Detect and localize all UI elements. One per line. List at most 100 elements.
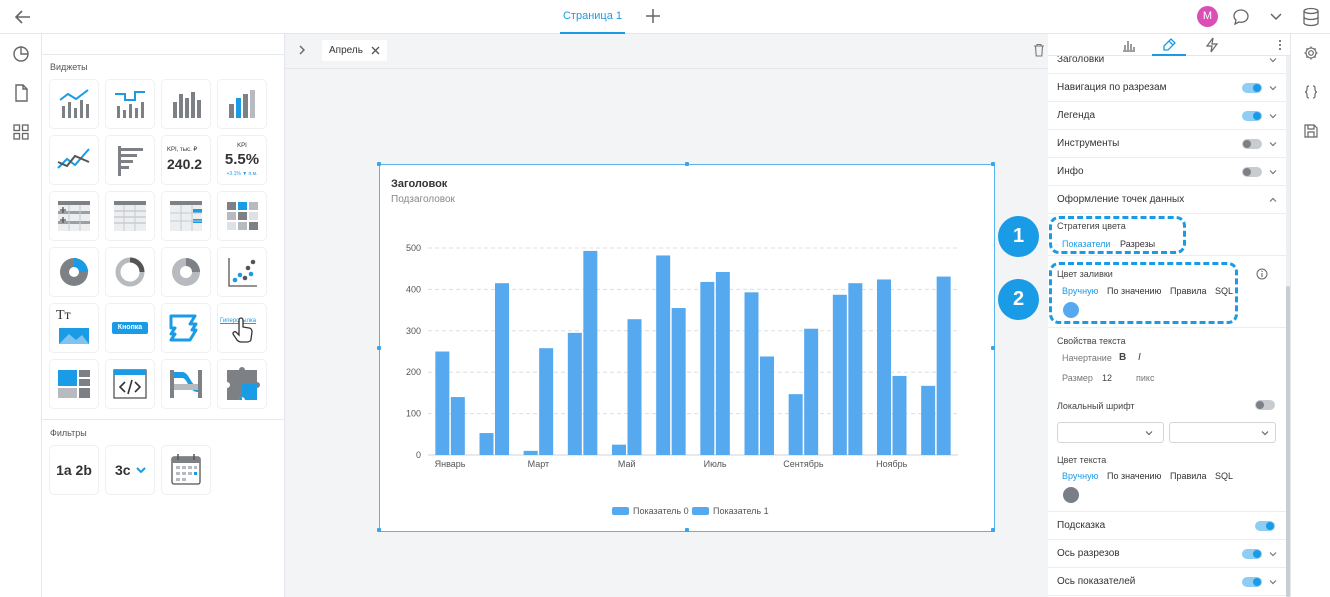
filter-tile-calendar[interactable] [162,446,210,494]
resize-handle[interactable] [377,162,381,166]
chevron-down-icon[interactable] [1268,577,1278,587]
settings-toggle[interactable] [1242,549,1262,559]
resize-handle[interactable] [377,346,381,350]
gear-icon[interactable] [1303,45,1319,61]
widget-kpi[interactable]: KPI, тыс. ₽ 240.2 [162,136,210,184]
filter-tile-list[interactable]: 1a 2b [50,446,98,494]
widget-kpi-delta[interactable]: KPI 5.5% +3.1% ▼ п.м. [218,136,266,184]
fill-option-by-value[interactable]: По значению [1107,286,1162,296]
resize-handle[interactable] [377,528,381,532]
settings-row[interactable]: Ось разрезов [1048,540,1286,568]
widget-text-image[interactable]: Тт [50,304,98,352]
widget-button[interactable]: Кнопка [106,304,154,352]
chevron-down-icon[interactable] [1268,9,1284,25]
strategy-option-metrics[interactable]: Показатели [1062,239,1111,249]
tab-page-1[interactable]: Страница 1 [560,0,625,34]
text-color-swatch[interactable] [1063,487,1079,503]
chevron-down-icon[interactable] [1268,83,1278,93]
chat-icon[interactable] [1232,8,1250,26]
widget-puzzle[interactable] [218,360,266,408]
fill-color-swatch[interactable] [1063,302,1079,318]
widget-pivot-table[interactable] [162,192,210,240]
scrollbar[interactable] [1286,56,1290,597]
widget-line-chart[interactable] [50,80,98,128]
document-icon[interactable] [11,83,31,103]
avatar[interactable]: M [1197,6,1218,27]
chevron-up-icon[interactable] [1268,195,1278,205]
widget-logo[interactable] [162,304,210,352]
widget-multi-line[interactable] [50,136,98,184]
trash-icon[interactable] [1033,43,1045,57]
grid-icon[interactable] [11,122,31,142]
fill-option-manual[interactable]: Вручную [1062,286,1099,296]
settings-row[interactable]: Инструменты [1048,130,1286,158]
italic-button[interactable]: I [1138,352,1141,363]
settings-toggle[interactable] [1242,577,1262,587]
scrollbar-thumb[interactable] [1286,286,1290,597]
tab-april[interactable]: Апрель [322,40,387,61]
close-icon[interactable] [370,45,381,56]
settings-row[interactable]: Ось показателей [1048,568,1286,596]
widget-hyperlink[interactable]: Гиперссылка [218,304,266,352]
brush-tab-icon[interactable] [1161,37,1177,53]
fill-option-rules[interactable]: Правила [1170,286,1207,296]
database-icon[interactable] [1302,7,1320,27]
text-color-option-rules[interactable]: Правила [1170,471,1207,481]
settings-row[interactable]: Инфо [1048,158,1286,186]
font-family-select[interactable] [1057,422,1164,443]
settings-row[interactable]: Подсказка [1048,512,1286,540]
settings-toggle[interactable] [1242,167,1262,177]
chevron-down-icon[interactable] [1268,549,1278,559]
settings-row[interactable]: Заголовки [1048,56,1286,74]
size-input[interactable]: 12 [1102,373,1113,383]
bar-chart-tab-icon[interactable] [1121,37,1137,53]
settings-toggle[interactable] [1255,521,1275,531]
widget-table-plain[interactable] [106,192,154,240]
filter-tile-dropdown[interactable]: 3c [106,446,154,494]
fill-option-sql[interactable]: SQL [1215,286,1234,296]
font-weight-select[interactable] [1169,422,1276,443]
widget-bar-chart[interactable] [162,80,210,128]
resize-handle[interactable] [685,528,689,532]
widget-horizontal-bar[interactable] [106,136,154,184]
info-icon[interactable] [1256,268,1268,280]
widget-code[interactable] [106,360,154,408]
settings-toggle[interactable] [1242,139,1262,149]
chevron-right-icon[interactable] [295,43,309,57]
settings-row[interactable]: Легенда [1048,102,1286,130]
chevron-down-icon[interactable] [1268,167,1278,177]
widget-gauge[interactable] [162,248,210,296]
more-vertical-icon[interactable] [1278,39,1282,51]
chart-widget[interactable]: 0 100 200 300 400 500 Январь Март Май Июль Сентябр… [377,162,995,532]
widget-column-chart[interactable] [218,80,266,128]
settings-row[interactable]: Оформление точек данных [1048,186,1286,214]
back-arrow-icon[interactable] [12,6,34,28]
widget-donut[interactable] [106,248,154,296]
chevron-down-icon[interactable] [1268,111,1278,121]
settings-row[interactable]: Навигация по разрезам [1048,74,1286,102]
widget-scatter[interactable] [218,248,266,296]
widget-pie[interactable] [50,248,98,296]
settings-toggle[interactable] [1242,83,1262,93]
text-color-option-sql[interactable]: SQL [1215,471,1234,481]
local-font-toggle[interactable] [1255,400,1275,410]
resize-handle[interactable] [685,162,689,166]
resize-handle[interactable] [991,346,995,350]
text-color-option-manual[interactable]: Вручную [1062,471,1099,481]
chevron-down-icon[interactable] [1268,139,1278,149]
save-icon[interactable] [1303,123,1319,139]
widget-table[interactable] [50,192,98,240]
braces-icon[interactable] [1303,84,1319,100]
widget-layout[interactable] [50,360,98,408]
chevron-down-icon[interactable] [1268,56,1278,65]
add-page-icon[interactable] [644,7,662,25]
pie-chart-icon[interactable] [11,44,31,64]
widget-sankey[interactable] [162,360,210,408]
lightning-tab-icon[interactable] [1204,37,1220,53]
strategy-option-dimensions[interactable]: Разрезы [1120,239,1156,249]
bold-button[interactable]: B [1119,352,1127,363]
widget-step-chart[interactable] [106,80,154,128]
resize-handle[interactable] [991,528,995,532]
widget-heatmap[interactable] [218,192,266,240]
resize-handle[interactable] [991,162,995,166]
